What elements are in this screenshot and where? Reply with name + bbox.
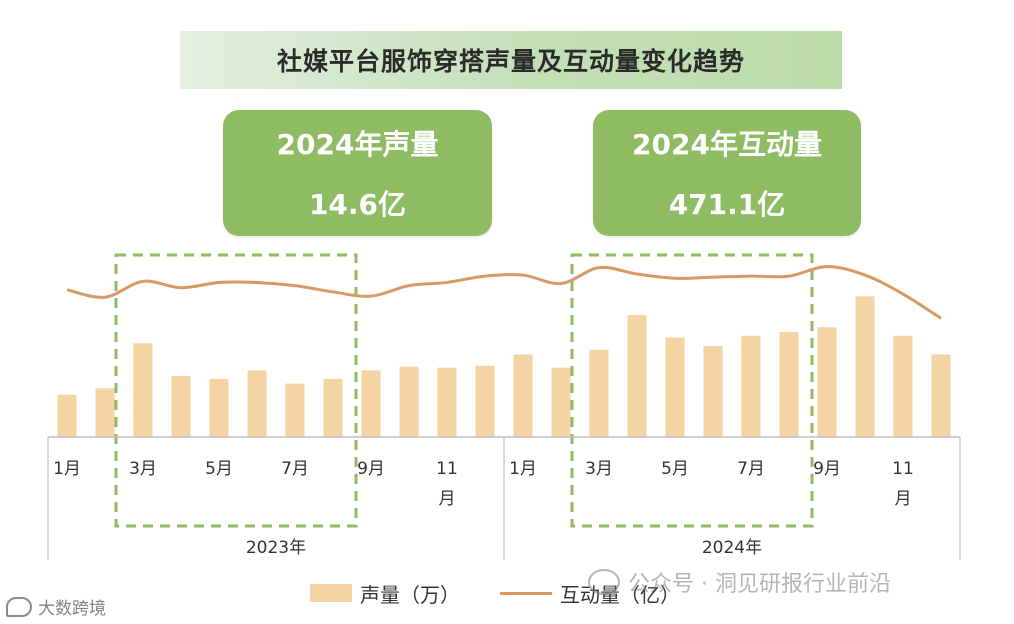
tick-label-21: 9月	[813, 459, 841, 479]
bar-12	[475, 365, 495, 437]
legend: 声量（万） 互动量（亿）	[310, 578, 680, 608]
tick-label-1: 1月	[53, 459, 81, 479]
bar-24	[931, 354, 951, 437]
tick-label-15: 3月	[585, 459, 613, 479]
tick-label-3: 3月	[129, 459, 157, 479]
tick-label-5: 5月	[205, 459, 233, 479]
bar-6	[247, 370, 267, 437]
tick-label-17: 5月	[661, 459, 689, 479]
bar-5	[209, 378, 229, 437]
watermark-left: 大数跨境	[6, 594, 106, 619]
tick-label-7: 7月	[281, 459, 309, 479]
bar-15	[589, 349, 609, 437]
bar-10	[399, 366, 419, 437]
kpi-sound-value: 14.6亿	[308, 188, 407, 221]
bar-4	[171, 376, 191, 437]
kpi-sound-label: 2024年声量	[276, 128, 439, 161]
kpi-card-interaction: 2024年互动量 471.1亿	[593, 110, 861, 236]
bar-17	[665, 337, 685, 437]
bar-19	[741, 335, 761, 437]
tick-label-9: 9月	[357, 459, 385, 479]
brand-logo-icon	[6, 596, 32, 617]
legend-line-label: 互动量（亿）	[560, 582, 680, 607]
tick-label-19: 7月	[737, 459, 765, 479]
year-label-2: 2024年	[702, 538, 762, 558]
tick-label-11: 11 月	[436, 459, 458, 509]
tick-label-13: 1月	[509, 459, 537, 479]
kpi-interaction-label: 2024年互动量	[632, 128, 822, 161]
bar-20	[779, 332, 799, 437]
highlight-windows	[114, 253, 814, 528]
watermark-right-text: 公众号 · 洞见研报行业前沿	[628, 572, 891, 597]
kpi-card-sound: 2024年声量 14.6亿	[223, 110, 492, 236]
bar-22	[855, 296, 875, 437]
line-series	[66, 265, 942, 320]
highlight-box-2	[570, 253, 814, 528]
bar-16	[627, 315, 647, 437]
bar-7	[285, 383, 305, 437]
year-label-1: 2023年	[246, 538, 306, 558]
bar-14	[551, 367, 571, 437]
bar-2	[95, 388, 115, 437]
bar-series	[57, 296, 951, 437]
bar-8	[323, 378, 343, 437]
x-axis: 1月 3月 5月 7月 9月 11 月 1月 3月 5月 7月 9月 11 月 2023年 2024年	[47, 436, 961, 560]
watermark-right: 公众号 · 洞见研报行业前沿	[588, 566, 891, 598]
bar-18	[703, 346, 723, 437]
interaction-line	[66, 265, 942, 320]
bar-21	[817, 327, 837, 437]
chart-title: 社媒平台服饰穿搭声量及互动量变化趋势	[180, 31, 842, 89]
legend-bar-swatch	[310, 584, 352, 602]
bar-3	[133, 343, 153, 437]
highlight-box-1	[114, 253, 358, 528]
legend-bar-label: 声量（万）	[360, 582, 460, 607]
bar-1	[57, 394, 77, 437]
tick-label-23: 11 月	[892, 459, 914, 509]
wechat-icon	[588, 569, 620, 595]
bar-13	[513, 354, 533, 437]
watermark-left-text: 大数跨境	[38, 599, 106, 619]
bar-9	[361, 370, 381, 437]
kpi-interaction-value: 471.1亿	[668, 188, 786, 221]
bar-23	[893, 335, 913, 437]
legend-line-swatch	[500, 591, 552, 595]
bar-11	[437, 367, 457, 437]
